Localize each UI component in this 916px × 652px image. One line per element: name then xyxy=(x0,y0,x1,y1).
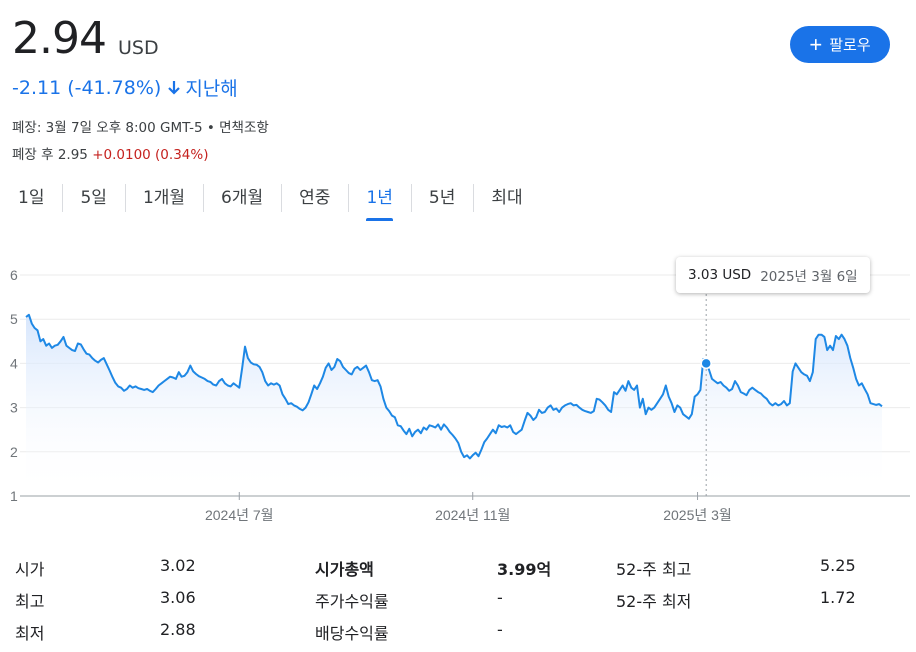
arrow-down-icon xyxy=(168,80,181,95)
tooltip-value: 3.03 USD xyxy=(688,267,752,283)
stat-label-pe-ratio: 주가수익률 xyxy=(315,592,389,611)
follow-button-label: 팔로우 xyxy=(829,37,871,54)
y-tick-label: 5 xyxy=(10,311,18,327)
x-tick-label: 2024년 11월 xyxy=(435,507,510,523)
after-hours-label: 폐장 후 2.95 xyxy=(12,147,88,163)
stats-row: 최고 3.06 주가수익률 - 52-주 최저 1.72 xyxy=(0,588,916,616)
tab-max[interactable]: 최대 xyxy=(473,180,540,216)
y-tick-label: 4 xyxy=(10,355,18,371)
y-tick-label: 6 xyxy=(10,267,18,283)
price-change-period: 지난해 xyxy=(185,78,238,100)
plus-icon: + xyxy=(809,31,823,57)
x-tick-label: 2024년 7월 xyxy=(205,507,274,523)
stat-label-high: 최고 xyxy=(15,592,45,611)
stat-value-52w-low: 1.72 xyxy=(820,588,856,607)
stat-label-market-cap: 시가총액 xyxy=(315,560,374,579)
follow-button[interactable]: + 팔로우 xyxy=(790,26,890,63)
stat-value-open: 3.02 xyxy=(160,556,196,575)
stat-value-low: 2.88 xyxy=(160,620,196,639)
y-tick-label: 2 xyxy=(10,444,18,460)
y-tick-label: 3 xyxy=(10,400,18,416)
stat-value-dividend-yield: - xyxy=(497,620,503,639)
series-area xyxy=(26,314,882,496)
tab-1d[interactable]: 1일 xyxy=(18,188,45,208)
stat-value-52w-high: 5.25 xyxy=(820,556,856,575)
stat-label-open: 시가 xyxy=(15,560,45,579)
tooltip-date: 2025년 3월 6일 xyxy=(760,269,858,285)
current-price: 2.94 xyxy=(12,13,107,64)
stat-label-52w-low: 52-주 최저 xyxy=(616,592,692,611)
price-change: -2.11 (-41.78%) 지난해 xyxy=(12,74,238,101)
stat-label-low: 최저 xyxy=(15,624,45,643)
tab-ytd[interactable]: 연중 xyxy=(281,180,348,216)
after-hours-info: 폐장 후 2.95 +0.0100 (0.34%) xyxy=(12,143,208,163)
range-tabs: 1일 5일 1개월 6개월 연중 1년 5년 최대 xyxy=(0,180,541,221)
close-info: 폐장: 3월 7일 오후 8:00 GMT-5 • 면책조항 xyxy=(12,120,269,136)
hover-point xyxy=(700,357,712,370)
series-line xyxy=(25,313,883,460)
stat-label-dividend-yield: 배당수익률 xyxy=(315,624,389,643)
stat-value-market-cap: 3.99억 xyxy=(497,560,552,579)
stat-value-high: 3.06 xyxy=(160,588,196,607)
chart-tooltip: 3.03 USD 2025년 3월 6일 xyxy=(676,257,870,293)
price-change-value: -2.11 (-41.78%) xyxy=(12,76,162,99)
stats-row: 시가 3.02 시가총액 3.99억 52-주 최고 5.25 xyxy=(0,556,916,584)
tab-6m[interactable]: 6개월 xyxy=(203,180,281,216)
stat-value-pe-ratio: - xyxy=(497,588,503,607)
tab-5y[interactable]: 5년 xyxy=(410,180,473,216)
tab-5d[interactable]: 5일 xyxy=(62,180,124,216)
tab-1y[interactable]: 1년 xyxy=(348,180,410,221)
tab-1m[interactable]: 1개월 xyxy=(124,180,203,216)
currency-label: USD xyxy=(118,37,159,59)
y-tick-label: 1 xyxy=(10,488,18,504)
stat-label-52w-high: 52-주 최고 xyxy=(616,560,692,579)
x-tick-label: 2025년 3월 xyxy=(663,507,732,523)
price-chart[interactable]: 1 2 3 4 5 6 2024년 7월 2024년 11월 2025년 3월 xyxy=(0,250,916,530)
stats-row: 최저 2.88 배당수익률 - xyxy=(0,620,916,648)
after-hours-change: +0.0100 (0.34%) xyxy=(92,147,209,163)
